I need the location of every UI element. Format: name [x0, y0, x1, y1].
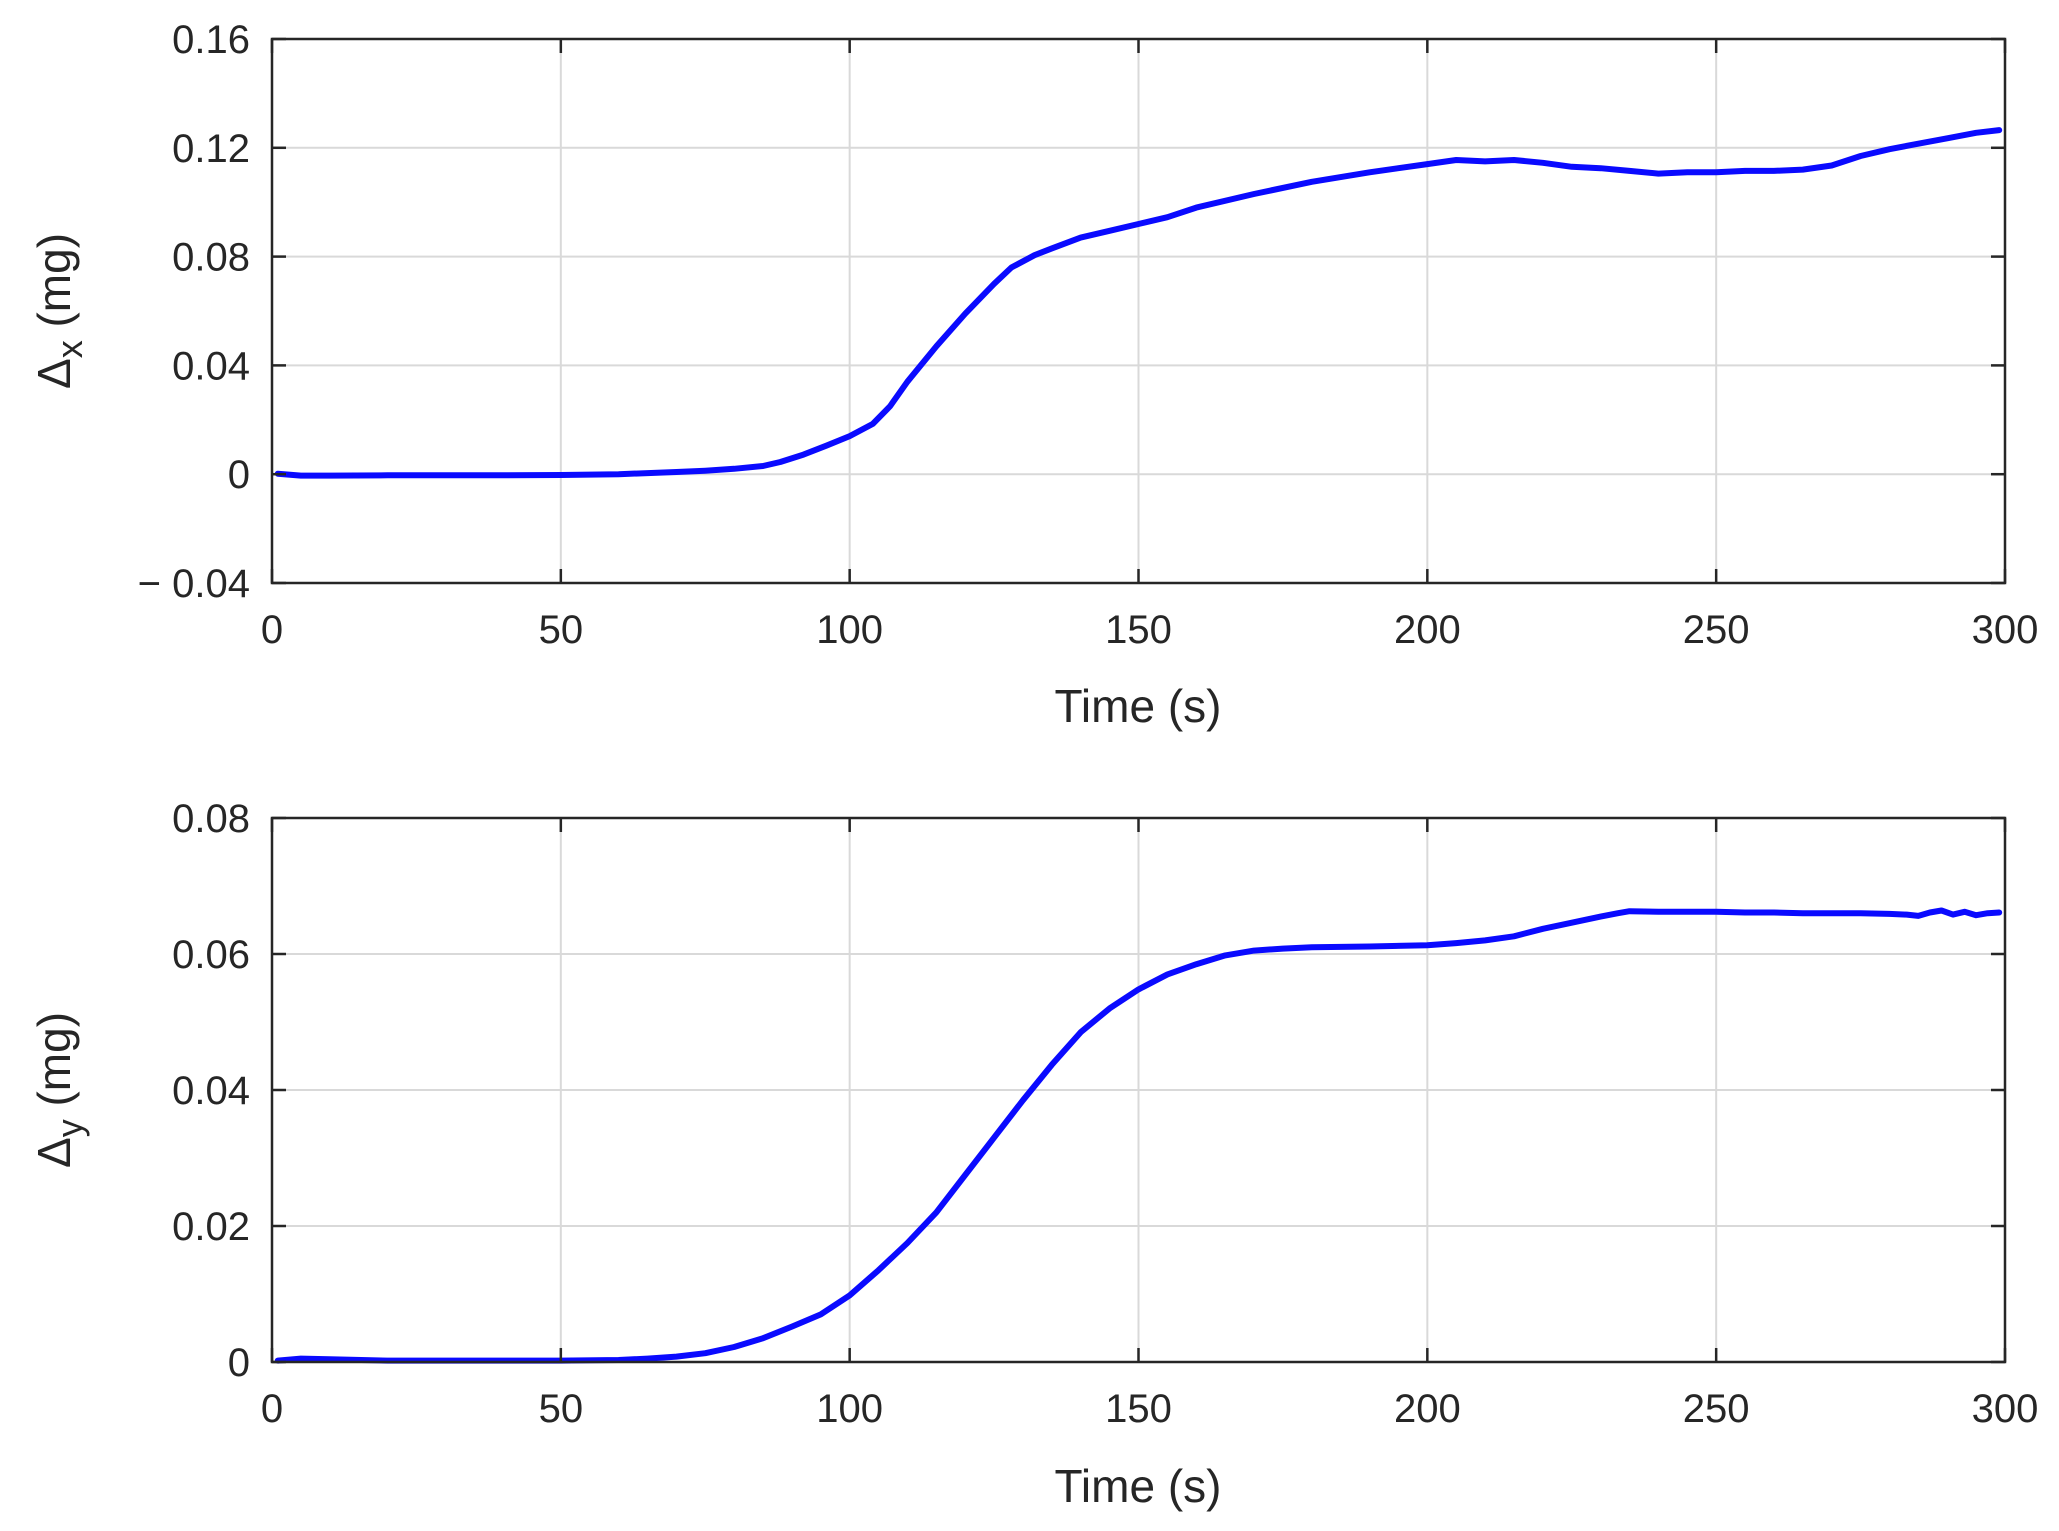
x-tick-label: 200 — [1394, 608, 1461, 652]
x-tick-label: 200 — [1394, 1387, 1461, 1431]
y-tick-label: 0.06 — [172, 933, 250, 977]
y-tick-label: 0.04 — [172, 1069, 250, 1113]
y-tick-label: − 0.04 — [138, 562, 250, 606]
y-axis-label-unit: (mg) — [28, 1012, 80, 1119]
x-tick-label: 300 — [1972, 1387, 2039, 1431]
x-tick-label: 0 — [261, 608, 283, 652]
x-tick-labels: 0 50 100 150 200 250 300 — [261, 608, 2039, 652]
y-tick-labels: 0 0.02 0.04 0.06 0.08 — [172, 797, 250, 1385]
y-tick-label: 0.02 — [172, 1205, 250, 1249]
series-line — [274, 127, 2003, 479]
y-axis-label-subscript: y — [49, 1119, 90, 1137]
y-axis-label: Δx (mg) — [28, 233, 90, 389]
x-tick-label: 100 — [816, 1387, 883, 1431]
y-axis-label-symbol: Δ — [28, 1137, 80, 1168]
y-tick-label: 0.08 — [172, 797, 250, 841]
x-tick-label: 150 — [1105, 608, 1172, 652]
y-axis-label-symbol: Δ — [28, 358, 80, 389]
x-tick-label: 250 — [1683, 608, 1750, 652]
plot-delta-x: 0 50 100 150 200 250 300 − 0.0400.040.080.120.… — [28, 18, 2038, 732]
y-axis-label-unit: (mg) — [28, 233, 80, 340]
x-tick-label: 100 — [816, 608, 883, 652]
y-tick-label: 0.04 — [172, 344, 250, 388]
series-lines — [274, 907, 2003, 1364]
x-axis-label: Time (s) — [1055, 680, 1222, 732]
y-tick-label: 0.16 — [172, 18, 250, 62]
x-tick-label: 50 — [539, 608, 584, 652]
x-tick-label: 250 — [1683, 1387, 1750, 1431]
y-tick-label: 0 — [228, 1341, 250, 1385]
tick-marks — [270, 37, 2007, 585]
x-tick-label: 0 — [261, 1387, 283, 1431]
y-tick-label: 0.08 — [172, 236, 250, 280]
y-axis-label: Δy (mg) — [28, 1012, 90, 1168]
y-tick-labels: − 0.04 0 0.04 0.08 0.12 0.16 — [138, 18, 250, 606]
y-axis-label-subscript: x — [49, 340, 90, 358]
x-tick-labels: 0 50 100 150 200 250 300 — [261, 1387, 2039, 1431]
x-tick-label: 50 — [539, 1387, 584, 1431]
series-lines — [274, 127, 2003, 479]
y-tick-label: 0 — [228, 453, 250, 497]
plot-delta-y: 0 50 100 150 200 250 300 0 0.02 0.04 0.06 0.08 Tim… — [28, 797, 2038, 1512]
series-line — [274, 907, 2003, 1364]
tick-marks — [270, 816, 2007, 1364]
y-tick-label: 0.12 — [172, 127, 250, 171]
x-axis-label: Time (s) — [1055, 1460, 1222, 1512]
x-tick-label: 150 — [1105, 1387, 1172, 1431]
x-tick-label: 300 — [1972, 608, 2039, 652]
